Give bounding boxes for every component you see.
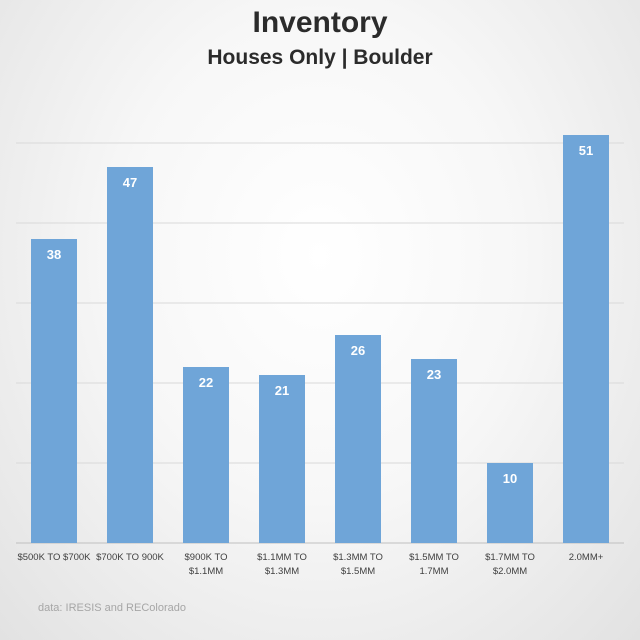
- data-label: 26: [351, 343, 365, 358]
- data-label: 10: [503, 471, 517, 486]
- category-label: $1.5MM: [341, 566, 375, 577]
- chart-subtitle: Houses Only | Boulder: [207, 46, 433, 69]
- bar: [107, 167, 153, 543]
- data-label: 21: [275, 383, 289, 398]
- bar: [31, 239, 77, 543]
- category-label: $1.1MM: [189, 566, 223, 577]
- chart-title: Inventory: [252, 6, 388, 39]
- category-label: $1.5MM TO: [409, 552, 459, 563]
- category-label: $2.0MM: [493, 566, 527, 577]
- category-label: $1.3MM: [265, 566, 299, 577]
- category-label: 1.7MM: [419, 566, 448, 577]
- bar: [487, 463, 533, 543]
- data-label: 47: [123, 175, 137, 190]
- data-label: 22: [199, 375, 213, 390]
- data-label: 23: [427, 367, 441, 382]
- category-label: $900K TO: [185, 552, 228, 563]
- bar: [259, 375, 305, 543]
- bar: [563, 135, 609, 543]
- category-label: 2.0MM+: [569, 552, 604, 563]
- bar: [335, 335, 381, 543]
- data-source-note: data: IRESIS and REColorado: [38, 602, 186, 614]
- category-label: $1.1MM TO: [257, 552, 307, 563]
- category-label: $700K TO 900K: [96, 552, 164, 563]
- bar: [411, 359, 457, 543]
- category-label: $500K TO $700K: [17, 552, 91, 563]
- data-label: 38: [47, 247, 61, 262]
- bar: [183, 367, 229, 543]
- category-label: $1.7MM TO: [485, 552, 535, 563]
- data-label: 51: [579, 143, 593, 158]
- category-label: $1.3MM TO: [333, 552, 383, 563]
